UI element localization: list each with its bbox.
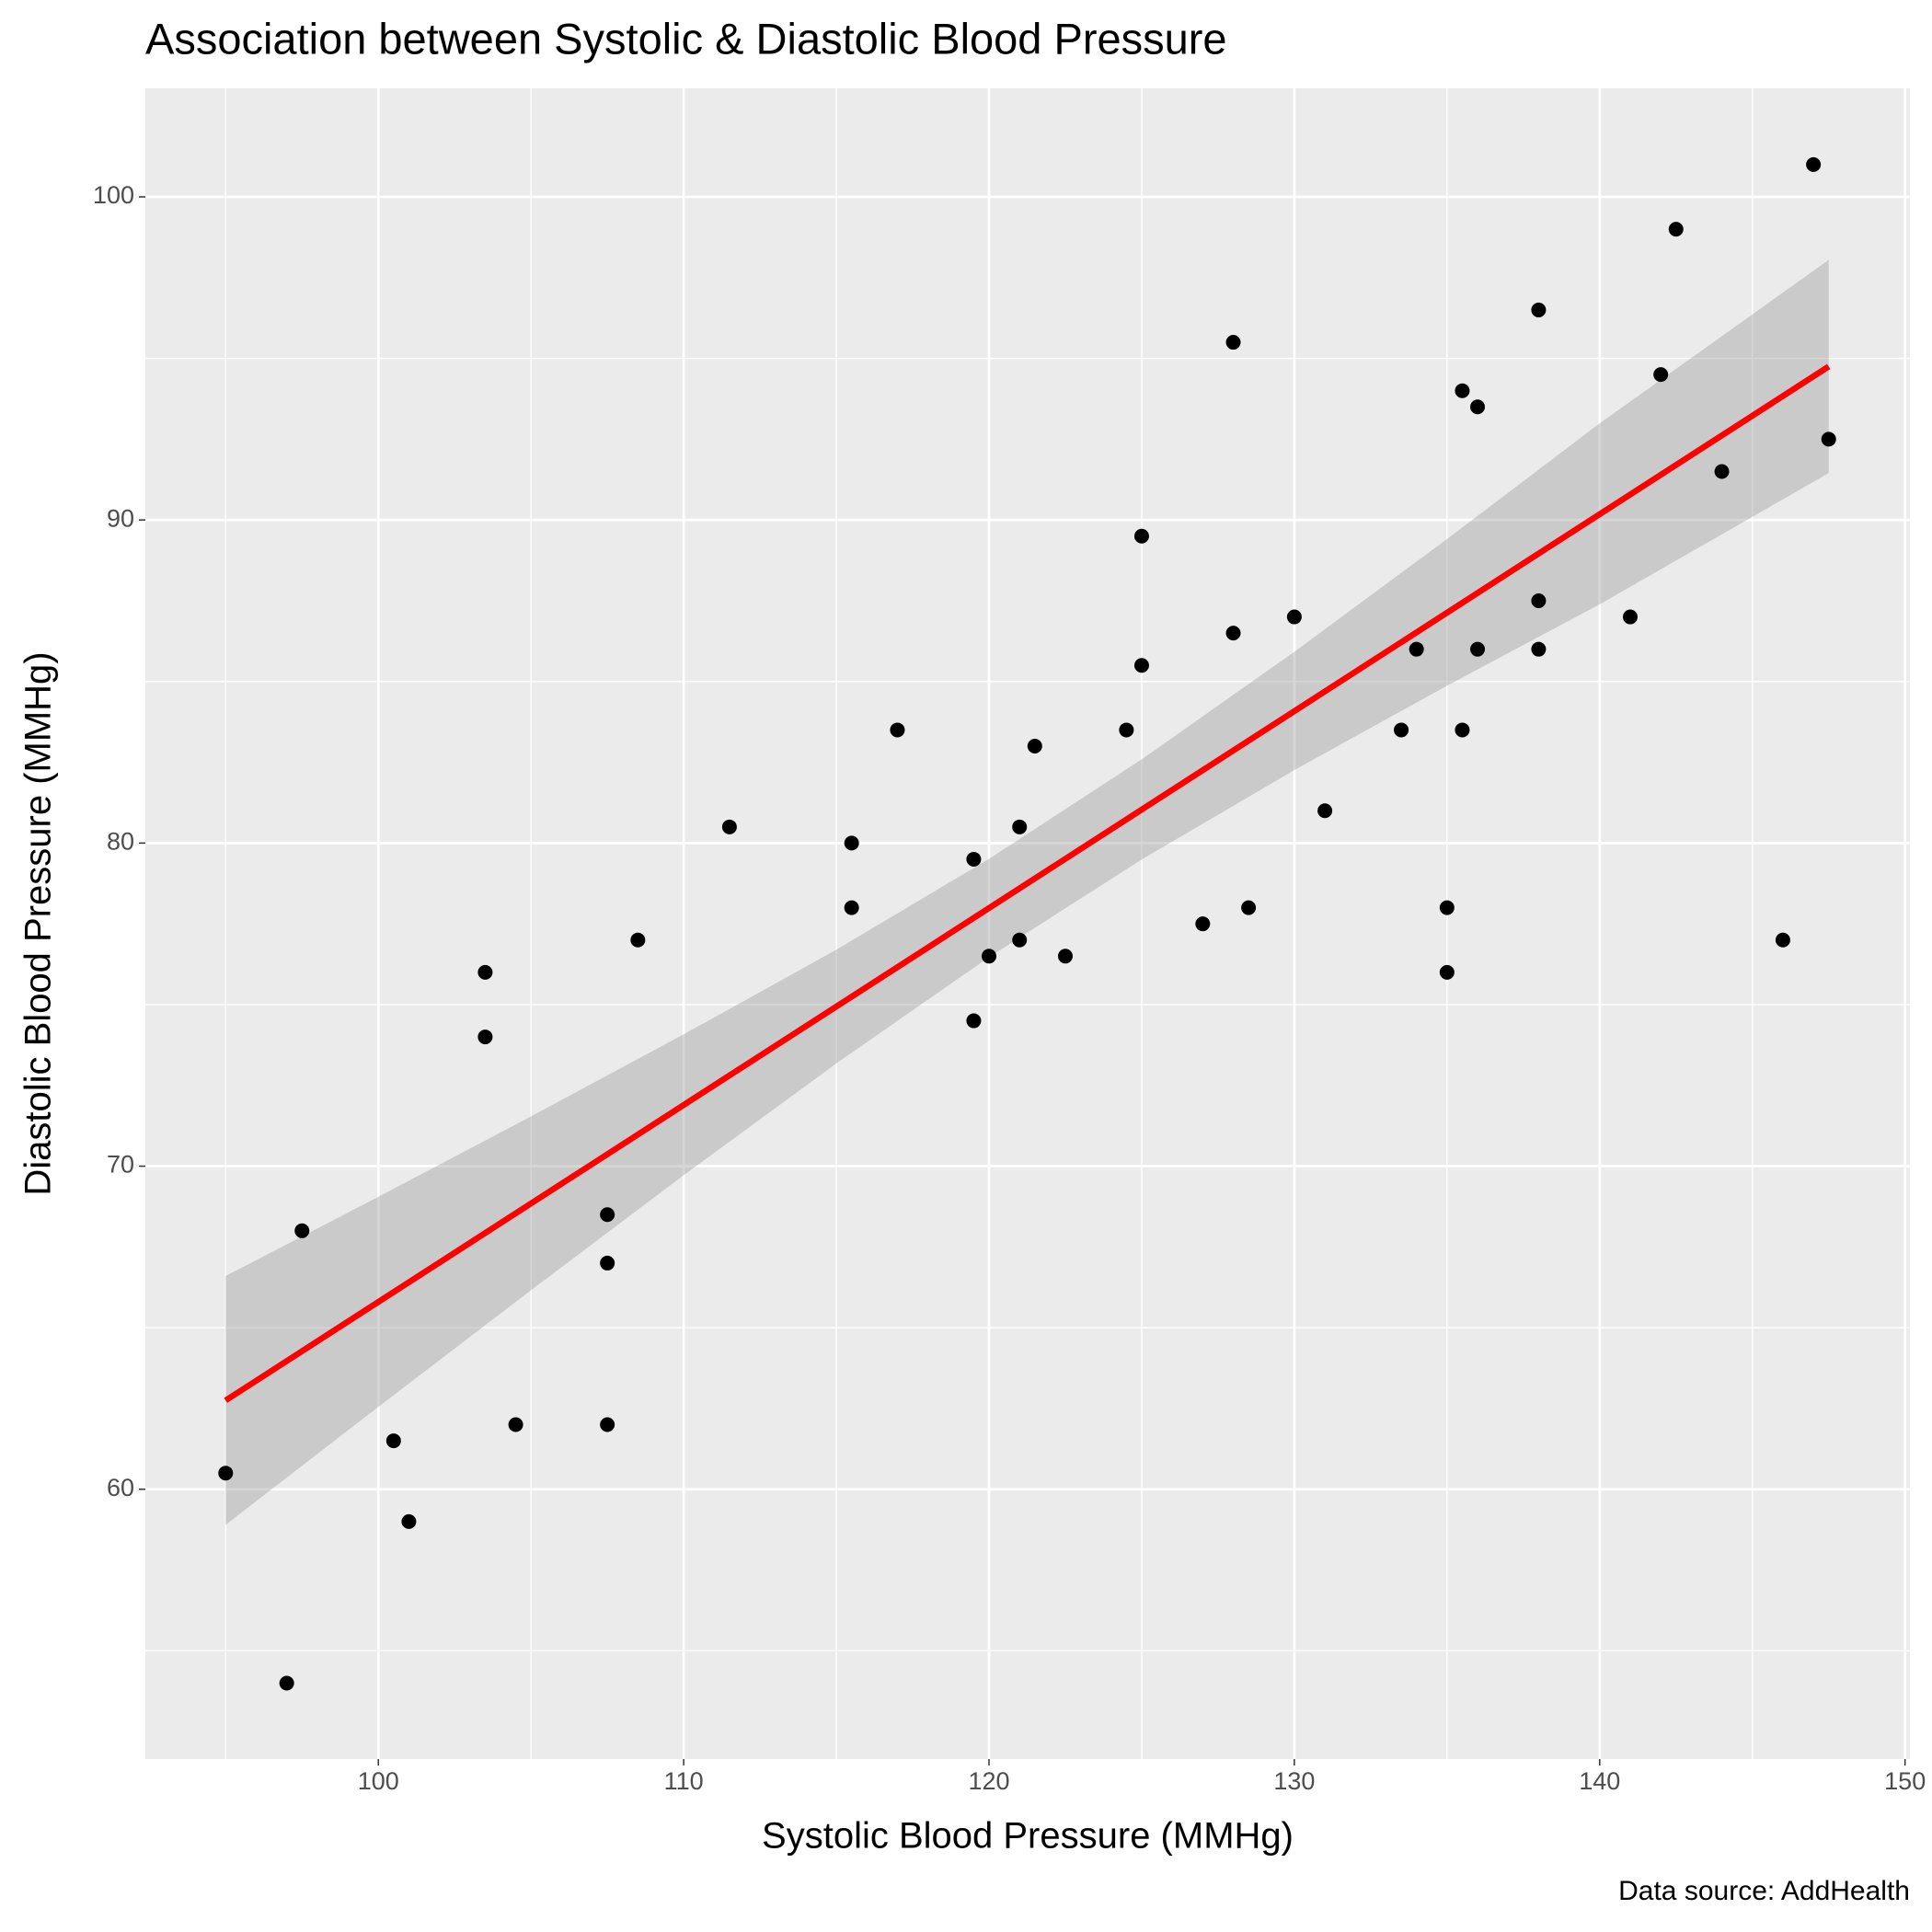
- point: [1531, 302, 1547, 317]
- chart-title: Association between Systolic & Diastolic…: [145, 14, 1227, 63]
- point: [1668, 222, 1684, 237]
- regression-line: [224, 363, 1831, 1403]
- point: [1119, 722, 1134, 738]
- point: [1470, 641, 1486, 657]
- x-axis-title: Systolic Blood Pressure (MMHg): [762, 1816, 1294, 1857]
- y-tick-label: 80: [107, 828, 134, 856]
- y-tick-label: 90: [107, 504, 134, 532]
- point: [1241, 900, 1257, 915]
- point: [401, 1513, 417, 1529]
- point: [1286, 609, 1302, 625]
- point: [1409, 641, 1424, 657]
- point: [385, 1433, 401, 1449]
- point: [844, 835, 859, 851]
- point: [1133, 658, 1149, 673]
- point: [1531, 592, 1547, 608]
- point: [1622, 609, 1638, 625]
- point: [1057, 949, 1073, 964]
- point: [1394, 722, 1409, 738]
- point: [1195, 916, 1211, 932]
- confidence-band: [225, 259, 1829, 1525]
- point: [1133, 528, 1149, 544]
- point: [1775, 932, 1790, 948]
- y-tick-label: 70: [107, 1151, 134, 1179]
- point: [1225, 335, 1241, 351]
- x-tick-label: 100: [358, 1767, 399, 1795]
- point: [1470, 399, 1486, 415]
- point: [218, 1466, 234, 1481]
- point: [1225, 626, 1241, 641]
- point: [721, 819, 737, 834]
- x-tick-label: 110: [664, 1767, 704, 1795]
- caption: Data source: AddHealth: [1618, 1876, 1910, 1906]
- y-tick-label: 60: [107, 1474, 134, 1501]
- point: [600, 1207, 615, 1223]
- point: [982, 949, 997, 964]
- y-axis-title: Diastolic Blood Pressure (MMHg): [18, 651, 59, 1195]
- point: [1027, 739, 1042, 754]
- point: [1439, 900, 1455, 915]
- point: [1012, 932, 1028, 948]
- point: [294, 1223, 310, 1238]
- point: [844, 900, 859, 915]
- point: [1531, 641, 1547, 657]
- point: [1714, 464, 1730, 479]
- point: [1806, 156, 1822, 172]
- point: [279, 1675, 294, 1691]
- point: [477, 964, 493, 980]
- point: [1012, 819, 1028, 834]
- panel: [145, 88, 1910, 1759]
- point: [600, 1255, 615, 1271]
- x-tick-label: 120: [968, 1767, 1009, 1795]
- x-tick-label: 130: [1273, 1767, 1315, 1795]
- x-tick-label: 150: [1884, 1767, 1926, 1795]
- point: [477, 1029, 493, 1045]
- point: [630, 932, 646, 948]
- point: [1317, 803, 1333, 819]
- point: [1821, 431, 1836, 447]
- point: [600, 1417, 615, 1432]
- point: [966, 851, 982, 867]
- point: [1653, 367, 1669, 383]
- y-tick-label: 100: [93, 181, 134, 209]
- point: [508, 1417, 523, 1432]
- point: [890, 722, 905, 738]
- point: [1439, 964, 1455, 980]
- point: [1455, 383, 1470, 398]
- grid: [145, 88, 1910, 1759]
- marks: [218, 156, 1836, 1691]
- point: [966, 1013, 982, 1029]
- x-tick-label: 140: [1579, 1767, 1620, 1795]
- point: [1455, 722, 1470, 738]
